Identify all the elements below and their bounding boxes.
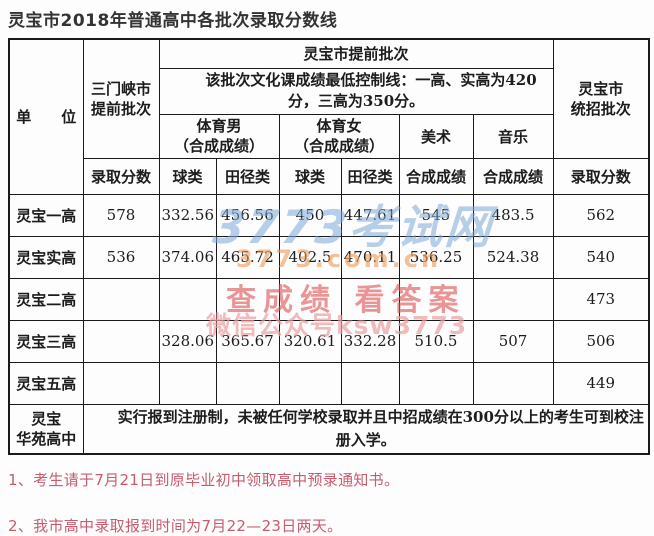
cell: 578: [82, 193, 160, 237]
cell: 483.5: [472, 193, 554, 237]
header-sport-male-line1: 体育男: [196, 117, 242, 135]
subheader-ball-male: 球类: [158, 157, 217, 195]
school-name-line2: 华苑高中: [16, 429, 77, 448]
cell: [158, 277, 217, 321]
header-art: 美术: [398, 114, 474, 159]
cell: [158, 361, 217, 405]
cell: 536.25: [398, 235, 474, 279]
cell: 320.61: [278, 319, 342, 363]
cell: [340, 277, 400, 321]
school-name: 灵宝三高: [8, 319, 84, 363]
cell: [472, 361, 554, 405]
cell: 510.5: [398, 319, 474, 363]
cell: 536: [82, 235, 160, 279]
page-title: 灵宝市2018年普通高中各批次录取分数线: [8, 11, 338, 31]
cell: 449: [552, 361, 650, 405]
note-1: 1、考生请于7月21日到原毕业初中领取高中预录通知书。: [8, 471, 400, 489]
cell: 470.11: [340, 235, 400, 279]
table-row-lingbao-shigao: 灵宝实高 536 374.06 465.72 402.5 470.11 536.…: [8, 235, 650, 279]
cell: 465.72: [215, 235, 280, 279]
header-row-4: 录取分数 球类 田径类 球类 田径类 合成成绩 合成成绩 录取分数: [9, 157, 650, 195]
header-tz-line1: 灵宝市: [578, 79, 624, 98]
header-lingbao-tongzhao: 灵宝市 统招批次: [552, 38, 650, 159]
subheader-ball-female: 球类: [278, 157, 342, 195]
cell: 473: [552, 277, 650, 321]
header-music: 音乐: [472, 114, 554, 159]
header-row-3: 体育男 （合成成绩） 体育女 （合成成绩） 美术 音乐: [9, 114, 649, 159]
subheader-music-composite: 合成成绩: [472, 157, 554, 195]
cell: 374.06: [158, 235, 217, 279]
cell: 328.06: [158, 319, 217, 363]
header-smx-line2: 提前批次: [90, 99, 151, 118]
cell: 540: [552, 235, 650, 279]
cell: 447.61: [340, 193, 400, 237]
cell: 524.38: [472, 235, 554, 279]
cell: [82, 319, 160, 363]
subheader-admission-score-right: 录取分数: [552, 157, 650, 195]
cell: [215, 277, 280, 321]
score-table-wrap: 单 位 三门峡市 提前批次 灵宝市提前批次 灵宝市 统招批次 该批次文化课成绩最…: [8, 38, 651, 455]
cell: 332.56: [158, 193, 217, 237]
page: 灵宝市2018年普通高中各批次录取分数线 单 位 三门峡市 提前批次 灵宝市提前…: [8, 11, 651, 535]
header-sport-female-line2: （合成成绩）: [293, 137, 384, 156]
cell: 365.67: [215, 319, 280, 363]
cell: [278, 361, 342, 405]
school-name: 灵宝五高: [8, 361, 84, 405]
table-row-huayuan: 灵宝 华苑高中 实行报到注册制，未被任何学校录取并且中招成绩在300分以上的考生…: [8, 403, 650, 455]
header-sport-male: 体育男 （合成成绩）: [158, 114, 280, 159]
header-lingbao-advance: 灵宝市提前批次: [158, 38, 554, 69]
header-smx-batch: 三门峡市 提前批次: [82, 38, 160, 159]
header-control-line: 该批次文化课成绩最低控制线：一高、实高为420分，三高为350分。: [158, 67, 554, 115]
cell: [278, 277, 342, 321]
cell: 402.5: [278, 235, 342, 279]
school-name-huayuan: 灵宝 华苑高中: [8, 403, 84, 455]
footer-notes: 1、考生请于7月21日到原毕业初中领取高中预录通知书。 2、我市高中录取报到时间…: [8, 469, 654, 536]
cell: 450: [278, 193, 342, 237]
note-2: 2、我市高中录取报到时间为7月22—23日两天。: [8, 517, 343, 535]
header-sport-male-line2: （合成成绩）: [173, 137, 264, 156]
cell: [398, 277, 474, 321]
subheader-track-male: 田径类: [215, 157, 280, 195]
table-row-lingbao-ergao: 灵宝二高 473: [8, 277, 650, 321]
header-row-2: 该批次文化课成绩最低控制线：一高、实高为420分，三高为350分。: [9, 67, 649, 115]
cell: [398, 361, 474, 405]
header-row-1: 单 位 三门峡市 提前批次 灵宝市提前批次 灵宝市 统招批次: [8, 38, 650, 195]
score-table: 单 位 三门峡市 提前批次 灵宝市提前批次 灵宝市 统招批次 该批次文化课成绩最…: [8, 38, 651, 455]
header-sport-female-line1: 体育女: [316, 117, 362, 135]
subheader-track-female: 田径类: [340, 157, 400, 195]
school-name-line1: 灵宝: [31, 409, 62, 428]
cell: [82, 361, 160, 405]
table-row-lingbao-yigao: 灵宝一高 578 332.56 456.56 450 447.61 545 48…: [8, 193, 650, 237]
cell: 332.28: [340, 319, 400, 363]
cell: 506: [552, 319, 650, 363]
header-sport-female: 体育女 （合成成绩）: [278, 114, 400, 159]
header-smx-line1: 三门峡市: [90, 79, 151, 98]
cell: 507: [472, 319, 554, 363]
header-tz-line2: 统招批次: [570, 99, 631, 118]
cell: [82, 277, 160, 321]
school-name: 灵宝一高: [8, 193, 84, 237]
header-unit: 单 位: [8, 38, 84, 195]
cell: [215, 361, 280, 405]
cell: 562: [552, 193, 650, 237]
cell: [472, 277, 554, 321]
table-row-lingbao-sangao: 灵宝三高 328.06 365.67 320.61 332.28 510.5 5…: [8, 319, 650, 363]
cell: [340, 361, 400, 405]
school-name: 灵宝实高: [8, 235, 84, 279]
subheader-art-composite: 合成成绩: [398, 157, 474, 195]
huayuan-registration-note: 实行报到注册制，未被任何学校录取并且中招成绩在300分以上的考生可到校注册入学。: [82, 403, 650, 455]
cell: 456.56: [215, 193, 280, 237]
school-name: 灵宝二高: [8, 277, 84, 321]
table-row-lingbao-wugao: 灵宝五高 449: [8, 361, 650, 405]
cell: 545: [398, 193, 474, 237]
subheader-admission-score-left: 录取分数: [82, 157, 160, 195]
